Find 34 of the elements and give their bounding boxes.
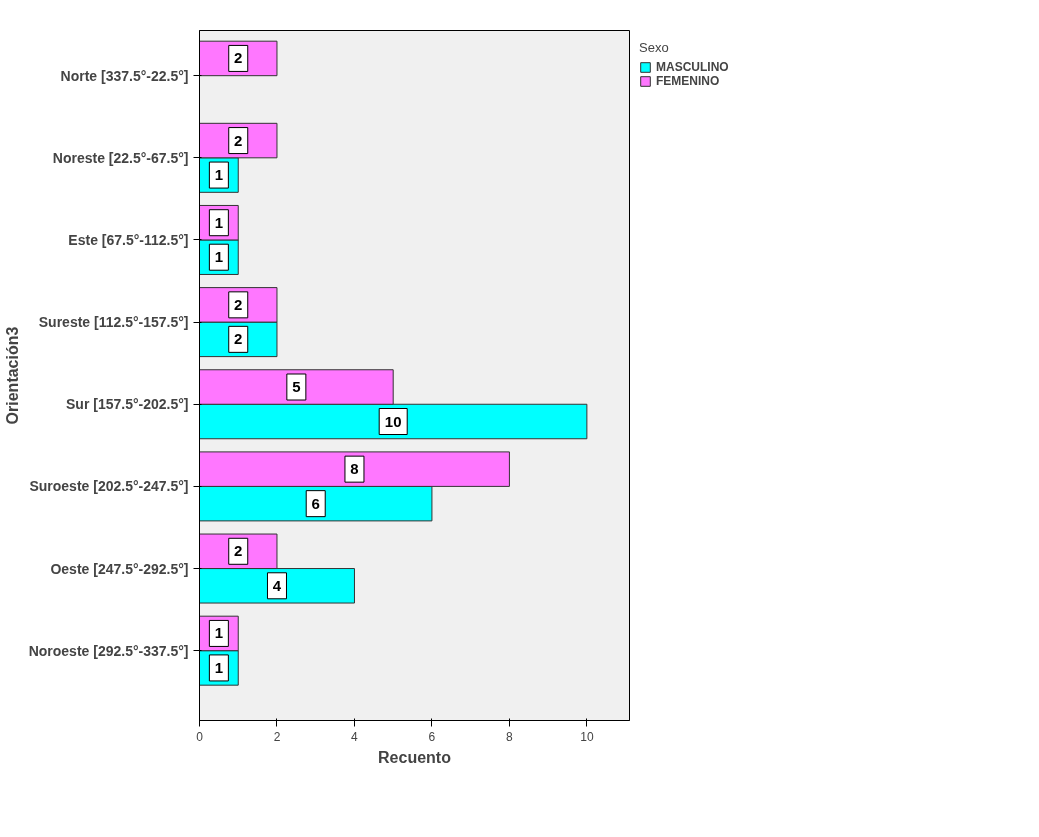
data-label: 2 [234, 131, 243, 149]
data-label: 4 [272, 576, 282, 594]
x-tick-label: 0 [196, 729, 204, 744]
data-label: 1 [214, 248, 224, 266]
data-label: 2 [234, 49, 243, 67]
legend-title: Sexo [639, 40, 670, 55]
data-label: 1 [214, 658, 224, 676]
data-label: 2 [234, 330, 243, 348]
y-tick-label: Sur [157.5°-202.5°] [66, 396, 189, 413]
x-tick-label: 2 [273, 729, 281, 744]
y-tick-label: Noroeste [292.5°-337.5°] [28, 642, 189, 659]
data-label: 2 [234, 542, 243, 560]
y-axis-title: Orientación3 [3, 326, 21, 425]
data-label: 1 [214, 213, 224, 231]
x-tick-label: 10 [580, 729, 594, 744]
data-label: 5 [292, 378, 301, 395]
x-tick-label: 4 [351, 729, 359, 744]
data-label: 1 [214, 166, 224, 184]
data-label: 10 [384, 412, 402, 430]
legend-label: MASCULINO [656, 60, 729, 74]
data-label: 8 [350, 460, 359, 478]
x-tick-label: 8 [506, 729, 514, 744]
legend-label: FEMENINO [656, 74, 720, 88]
data-label: 1 [214, 624, 224, 642]
y-tick-label: Este [67.5°-112.5°] [68, 231, 189, 248]
data-label: 2 [234, 295, 243, 313]
data-label: 6 [311, 494, 320, 512]
y-tick-label: Noreste [22.5°-67.5°] [52, 149, 189, 166]
x-axis-title: Recuento [378, 748, 452, 766]
y-tick-label: Norte [337.5°-22.5°] [60, 67, 189, 84]
y-tick-label: Oeste [247.5°-292.5°] [50, 560, 189, 577]
y-tick-label: Suroeste [202.5°-247.5°] [29, 478, 189, 495]
y-tick-label: Sureste [112.5°-157.5°] [38, 314, 189, 331]
x-tick-label: 6 [428, 729, 436, 744]
